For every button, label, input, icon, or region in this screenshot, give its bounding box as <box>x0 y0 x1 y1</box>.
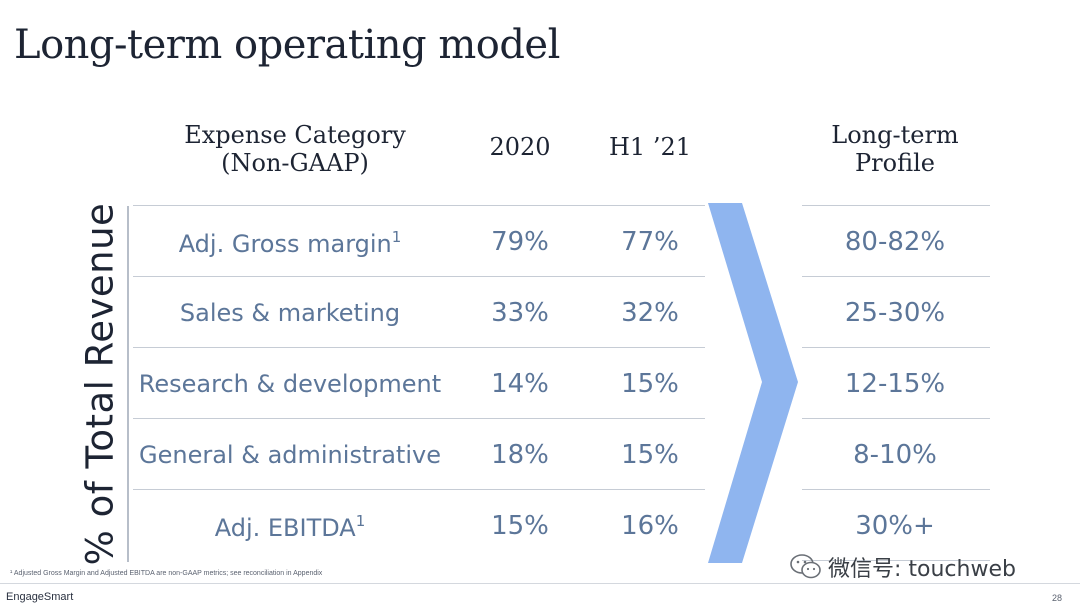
row-1-2020: 79% <box>491 227 549 257</box>
header-long-term-profile: Long-term Profile <box>800 121 990 177</box>
footer-divider <box>0 583 1080 584</box>
row-3-2020: 14% <box>491 369 549 399</box>
table-rule <box>802 489 990 490</box>
header-category-line1: Expense Category <box>184 121 406 149</box>
page-number: 28 <box>1052 593 1063 603</box>
row-3-category: Research & development <box>130 370 450 398</box>
footnote-marker: 1 <box>391 228 402 246</box>
row-2-h1: 32% <box>621 298 679 328</box>
table-rule <box>133 276 705 277</box>
row-5-category-text: Adj. EBITDA <box>214 514 356 542</box>
row-2-category-text: Sales & marketing <box>179 299 401 327</box>
header-profile-line1: Long-term <box>831 121 959 149</box>
row-1-category: Adj. Gross margin1 <box>130 228 450 258</box>
row-4-2020: 18% <box>491 440 549 470</box>
row-5-profile: 30%+ <box>855 511 935 541</box>
row-1-h1: 77% <box>621 227 679 257</box>
axis-divider <box>127 206 129 562</box>
row-5-category: Adj. EBITDA1 <box>130 512 450 542</box>
table-rule <box>133 347 705 348</box>
wechat-icon <box>790 554 821 579</box>
wechat-watermark: 微信号: touchweb <box>790 551 1016 583</box>
row-4-h1: 15% <box>621 440 679 470</box>
header-expense-category: Expense Category (Non-GAAP) <box>160 121 430 177</box>
brand-logo-text: EngageSmart <box>6 591 74 603</box>
row-1-category-text: Adj. Gross margin <box>178 230 392 258</box>
row-3-profile: 12-15% <box>844 369 946 399</box>
wechat-id-text: 微信号: touchweb <box>828 557 1016 582</box>
row-4-profile: 8-10% <box>853 440 937 470</box>
row-1-profile: 80-82% <box>844 227 946 257</box>
footnote: ¹ Adjusted Gross Margin and Adjusted EBI… <box>10 570 323 577</box>
table-rule <box>133 205 705 206</box>
table-rule <box>802 347 990 348</box>
row-3-h1: 15% <box>621 369 679 399</box>
table-rule <box>133 418 705 419</box>
row-4-category: General & administrative <box>130 441 450 469</box>
table-rule <box>802 418 990 419</box>
row-2-category: Sales & marketing <box>130 299 450 327</box>
row-5-h1: 16% <box>621 511 679 541</box>
table-rule <box>133 489 705 490</box>
row-2-2020: 33% <box>491 298 549 328</box>
table-rule <box>802 205 990 206</box>
footnote-marker: 1 <box>355 512 366 530</box>
table-rule <box>802 560 990 561</box>
row-2-profile: 25-30% <box>844 298 946 328</box>
header-category-line2: (Non-GAAP) <box>221 149 369 177</box>
table-rule <box>802 276 990 277</box>
header-profile-line2: Profile <box>855 149 935 177</box>
chevron-shape <box>708 203 798 563</box>
row-5-2020: 15% <box>491 511 549 541</box>
row-3-category-text: Research & development <box>138 370 442 398</box>
header-h1-21: H1 ’21 <box>609 133 691 161</box>
header-2020: 2020 <box>489 133 551 161</box>
page-title: Long-term operating model <box>14 22 560 68</box>
row-4-category-text: General & administrative <box>139 441 441 469</box>
